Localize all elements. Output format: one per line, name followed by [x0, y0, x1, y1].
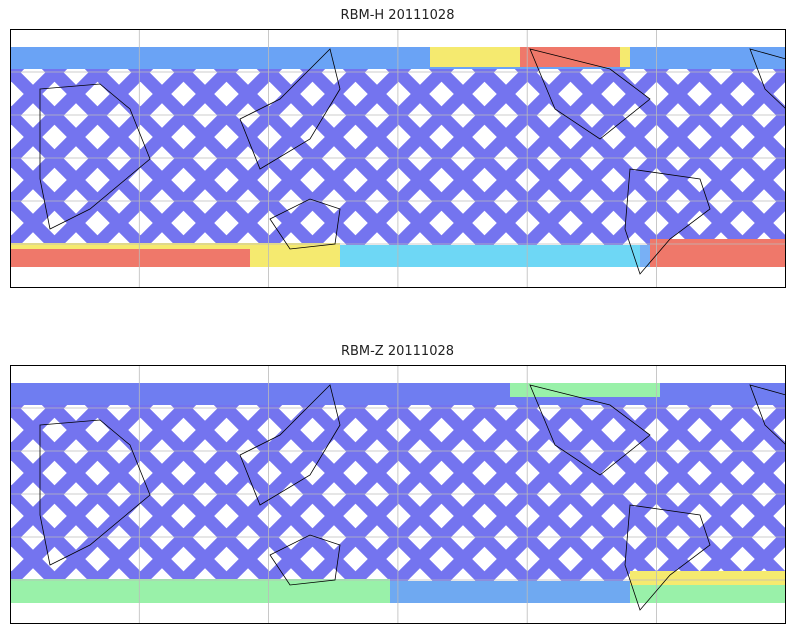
coastline: [624, 168, 711, 275]
coastline: [269, 198, 341, 250]
map-panel-rbm-h: [10, 29, 786, 288]
coastline: [269, 534, 341, 586]
map-title-rbm-z: RBM-Z 20111028: [340, 344, 455, 359]
coastline: [749, 384, 786, 446]
plot-frame: [10, 365, 786, 624]
plot-frame: [10, 29, 786, 288]
map-panel-rbm-z: [10, 365, 786, 624]
coastline: [749, 48, 786, 110]
high-south-red-2: [650, 239, 786, 267]
coastline: [624, 504, 711, 611]
map-title-rbm-h: RBM-H 20111028: [340, 8, 455, 23]
high-north-red: [520, 47, 620, 67]
coastline: [39, 83, 151, 230]
coastline: [529, 48, 651, 140]
mid-south: [340, 245, 640, 267]
coastline: [529, 384, 651, 476]
high-south-red: [10, 249, 250, 267]
mid-south-green: [10, 579, 390, 603]
coastline: [239, 48, 341, 170]
coastline: [239, 384, 341, 506]
mid-north-green: [510, 383, 660, 397]
mid-south-green-2: [630, 585, 786, 603]
coastline: [39, 419, 151, 566]
